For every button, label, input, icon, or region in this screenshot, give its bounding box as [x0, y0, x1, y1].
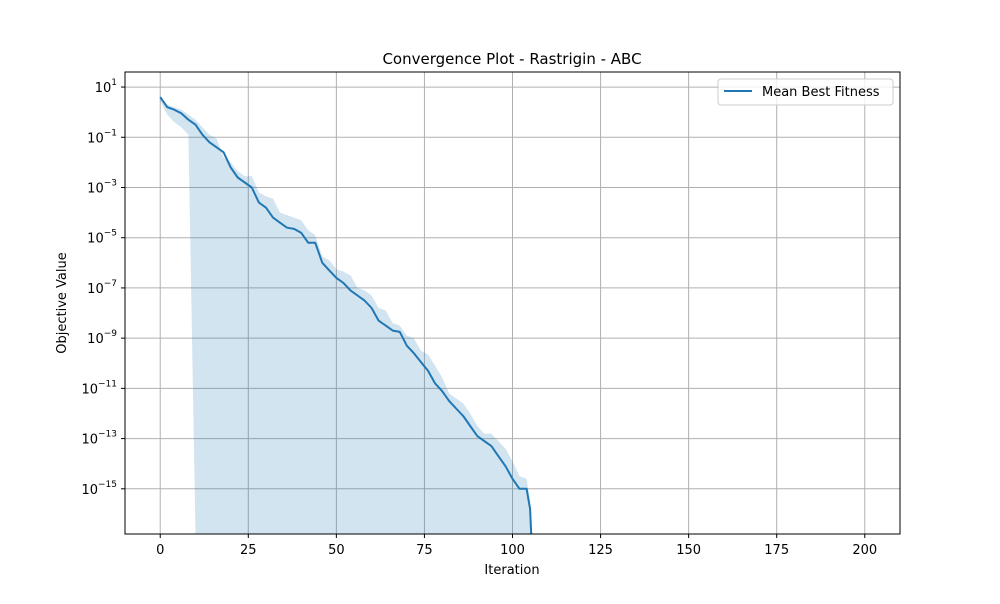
- x-axis-label: Iteration: [484, 563, 539, 578]
- y-tick-label: 10−13: [81, 430, 117, 448]
- y-tick-label: 10−7: [87, 279, 117, 297]
- x-tick-label: 125: [588, 543, 613, 558]
- y-tick-label: 10−11: [81, 379, 117, 397]
- legend: Mean Best Fitness: [717, 78, 894, 106]
- x-tick-label: 0: [156, 543, 164, 558]
- y-tick-label: 10−1: [87, 128, 117, 146]
- y-tick-label: 10−5: [87, 229, 117, 247]
- fitness-range-band: [160, 97, 532, 534]
- x-tick-label: 175: [764, 543, 789, 558]
- x-tick-label: 75: [416, 543, 433, 558]
- x-tick-label: 25: [240, 543, 257, 558]
- y-tick-label: 101: [95, 78, 117, 96]
- x-tick-label: 150: [676, 543, 701, 558]
- series-lines: [159, 96, 533, 535]
- chart-title: Convergence Plot - Rastrigin - ABC: [382, 50, 641, 68]
- y-tick-label: 10−9: [87, 329, 117, 347]
- legend-label: Mean Best Fitness: [762, 85, 880, 100]
- x-axis-ticks: 0 25 50 75 100 125 150 175 200: [156, 534, 877, 558]
- y-tick-label: 10−15: [81, 480, 117, 498]
- x-tick-label: 100: [500, 543, 525, 558]
- x-tick-label: 200: [852, 543, 877, 558]
- y-axis-label: Objective Value: [55, 252, 70, 353]
- legend-box: [717, 78, 894, 106]
- y-tick-label: 10−3: [87, 179, 117, 197]
- mean-best-fitness-line: [159, 96, 533, 535]
- x-tick-label: 50: [328, 543, 345, 558]
- y-axis-ticks: 101 10−1 10−3 10−5 10−7 10−9 10−11 10−13 10−15: [81, 78, 125, 498]
- fitness-band: [160, 97, 532, 534]
